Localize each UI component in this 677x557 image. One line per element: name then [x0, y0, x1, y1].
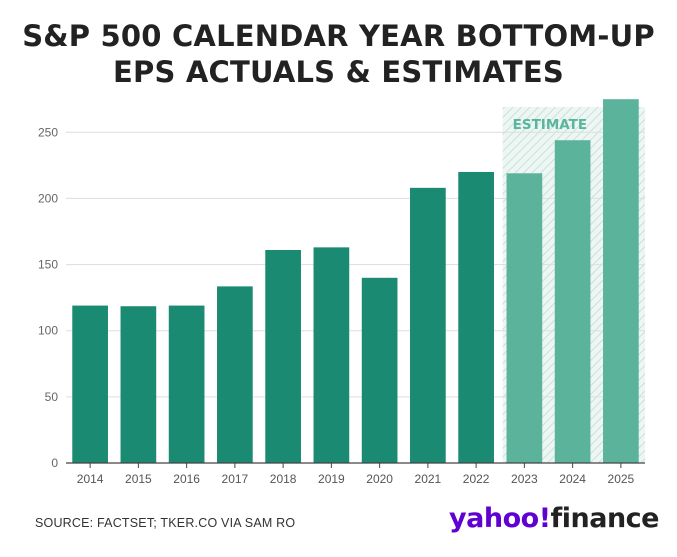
- bar-2023: [506, 173, 543, 463]
- logo-brand: yahoo: [449, 503, 539, 534]
- estimate-label: ESTIMATE: [513, 117, 587, 133]
- bar-2020: [361, 277, 398, 463]
- eps-bar-chart: ESTIMATE 0 50 100 150 200 250 2014 2015 2016 2017…: [38, 99, 645, 486]
- y-tick-label: 100: [38, 324, 58, 338]
- x-tick-label: 2014: [77, 472, 104, 486]
- x-tick-label: 2024: [559, 472, 586, 486]
- x-tick-label: 2019: [318, 472, 345, 486]
- bar-2024: [554, 140, 591, 464]
- x-tick-label: 2022: [463, 472, 490, 486]
- bar-2015: [120, 306, 157, 463]
- x-tick-label: 2018: [270, 472, 297, 486]
- bar-2022: [458, 171, 494, 464]
- bar-2018: [265, 250, 301, 463]
- yahoo-finance-logo: yahoo!finance: [449, 503, 659, 534]
- bar-2014: [72, 305, 108, 463]
- x-tick-label: 2020: [366, 472, 393, 486]
- bar-2025: [603, 99, 639, 464]
- x-tick-label: 2025: [608, 472, 635, 486]
- x-tick-label: 2015: [125, 472, 152, 486]
- bar-2017: [217, 286, 253, 463]
- chart-title: S&P 500 CALENDAR YEAR BOTTOM-UP EPS ACTU…: [0, 18, 677, 90]
- source-note: SOURCE: FACTSET; TKER.CO VIA SAM RO: [35, 516, 296, 530]
- y-tick-label: 250: [38, 125, 58, 139]
- x-tick-label: 2021: [415, 472, 442, 486]
- y-tick-label: 200: [38, 191, 58, 205]
- logo-product: finance: [550, 503, 660, 534]
- bar-2019: [313, 247, 350, 463]
- chart-title-line-1: S&P 500 CALENDAR YEAR BOTTOM-UP: [22, 19, 655, 53]
- y-tick-label: 0: [51, 456, 58, 470]
- bar-2016: [168, 305, 205, 463]
- x-tick-label: 2017: [222, 472, 249, 486]
- bar-2021: [410, 187, 446, 464]
- y-tick-label: 150: [38, 258, 58, 272]
- chart-title-line-2: EPS ACTUALS & ESTIMATES: [113, 55, 564, 89]
- x-tick-label: 2023: [511, 472, 538, 486]
- x-tick-label: 2016: [173, 472, 200, 486]
- y-tick-label: 50: [45, 390, 59, 404]
- logo-mark: !: [538, 503, 551, 534]
